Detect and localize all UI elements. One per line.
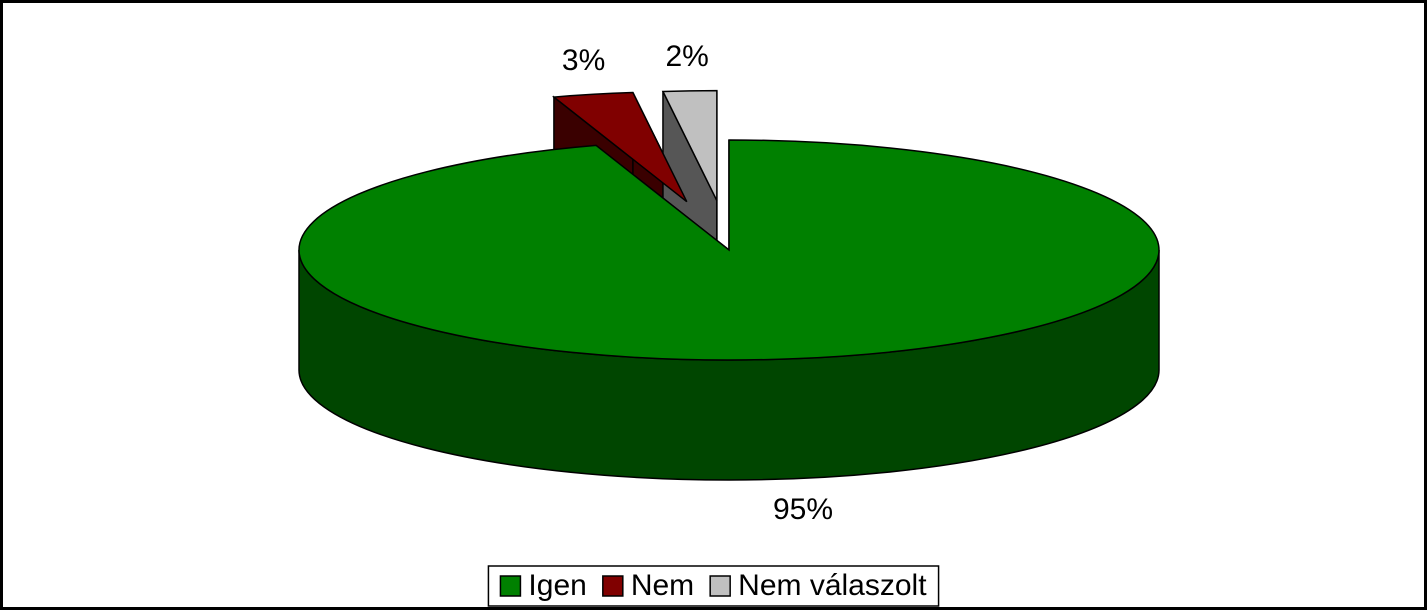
legend-label: Nem válaszolt	[738, 569, 927, 602]
legend: Igen Nem Nem válaszolt	[487, 565, 940, 607]
data-label: 2%	[665, 40, 708, 73]
pie-tops	[298, 89, 1160, 361]
data-labels: 95% 3% 2%	[562, 40, 833, 526]
slice	[551, 91, 688, 203]
legend-swatch	[709, 575, 731, 597]
data-label: 3%	[562, 44, 605, 77]
legend-label: Nem	[631, 569, 694, 602]
legend-swatch	[499, 575, 522, 597]
slice	[661, 89, 718, 201]
data-label: 95%	[773, 493, 833, 526]
legend-swatch	[602, 575, 624, 597]
legend-label: Igen	[528, 569, 586, 602]
slice	[298, 139, 1160, 361]
